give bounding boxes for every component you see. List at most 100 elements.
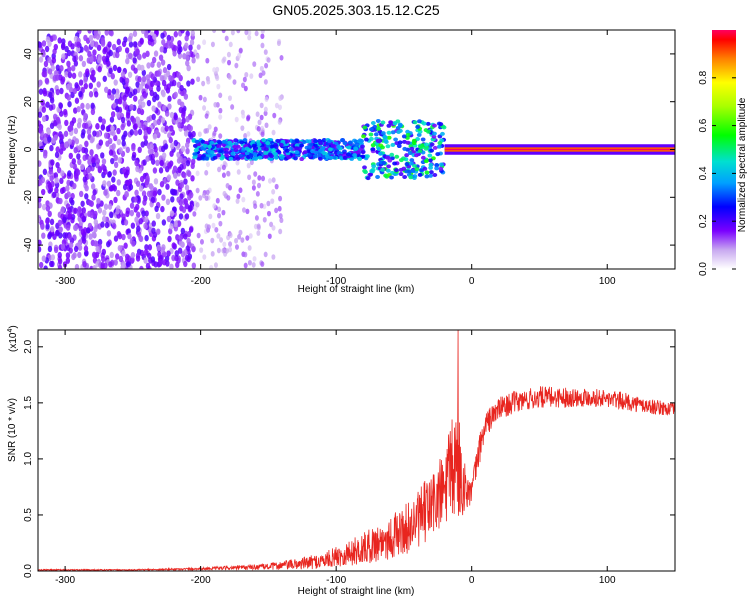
spectrogram-speckle xyxy=(116,111,121,118)
spectrogram-speckle xyxy=(71,65,76,72)
y-tick-label: -20 xyxy=(23,190,34,205)
spectrogram-speckle xyxy=(168,228,173,235)
spectrogram-band-point xyxy=(385,155,391,160)
spectrogram-band-point xyxy=(307,153,312,158)
spectrogram-speckle xyxy=(217,166,222,173)
spectrogram-speckle xyxy=(85,68,90,75)
spectrogram-band-point xyxy=(424,170,430,175)
spectrogram-speckle xyxy=(82,154,87,162)
spectrogram-speckle xyxy=(43,265,48,269)
spectrogram-speckle xyxy=(87,50,92,58)
spectrogram-speckle xyxy=(212,67,217,73)
spectrogram-speckle xyxy=(100,221,105,228)
spectrogram-speckle xyxy=(183,125,188,132)
spectrogram-speckle xyxy=(261,175,266,182)
spectrogram-speckle xyxy=(38,179,43,186)
spectrogram-speckle xyxy=(215,197,220,204)
spectrogram-band-point xyxy=(313,150,319,155)
spectrogram-speckle xyxy=(186,230,192,238)
spectrogram-speckle xyxy=(209,264,214,269)
spectrogram-speckle xyxy=(206,161,211,168)
spectrogram-speckle xyxy=(156,244,161,251)
spectrogram-band-point xyxy=(209,150,215,155)
spectrogram-speckle xyxy=(48,168,54,175)
spectrogram-band-point xyxy=(294,150,300,155)
spectrogram-speckle xyxy=(184,254,190,262)
spectrogram-speckle xyxy=(103,189,108,196)
spectrogram-speckle xyxy=(92,49,97,56)
spectrogram-speckle xyxy=(185,116,190,123)
spectrogram-speckle xyxy=(63,130,69,137)
spectrogram-speckle xyxy=(116,138,122,146)
spectrogram-band-point xyxy=(392,161,397,166)
spectrogram-band-point xyxy=(284,148,290,153)
spectrogram-speckle xyxy=(169,223,174,230)
spectrogram-speckle xyxy=(216,247,221,254)
spectrogram-speckle xyxy=(173,31,178,38)
spectrogram-speckle xyxy=(195,170,200,177)
spectrogram-band-point xyxy=(420,155,426,160)
spectrogram-speckle xyxy=(74,263,80,269)
spectrogram-image xyxy=(38,30,675,269)
spectrogram-band-point xyxy=(238,153,244,158)
spectrogram-speckle xyxy=(60,170,65,177)
spectrogram-speckle xyxy=(117,156,122,164)
spectrogram-band-point xyxy=(192,155,198,160)
spectrogram-speckle xyxy=(221,209,226,216)
spectrogram-speckle xyxy=(83,245,89,252)
spectrogram-speckle xyxy=(102,209,107,216)
spectrogram-speckle xyxy=(236,30,241,34)
spectrogram-speckle xyxy=(76,122,82,129)
spectrogram-speckle xyxy=(133,196,138,203)
spectrogram-band-point xyxy=(306,139,312,144)
spectrogram-band-point xyxy=(369,169,375,174)
spectrogram-speckle xyxy=(73,245,79,253)
spectrogram-speckle xyxy=(106,241,111,248)
spectrogram-band-point xyxy=(194,139,200,144)
spectrogram-speckle xyxy=(166,63,172,71)
spectrogram-speckle xyxy=(83,76,88,84)
spectrogram-band-point xyxy=(385,168,391,173)
spectrogram-speckle xyxy=(244,71,249,78)
spectrogram-speckle xyxy=(97,66,102,73)
spectrogram-speckle xyxy=(137,128,143,136)
spectrogram-speckle xyxy=(278,95,283,101)
spectrogram-speckle xyxy=(111,88,117,95)
spectrogram-speckle xyxy=(269,221,274,228)
spectrogram-speckle xyxy=(169,150,174,157)
spectrogram-speckle xyxy=(224,35,229,42)
spectrogram-speckle xyxy=(243,133,248,139)
spectrogram-speckle xyxy=(251,262,256,268)
spectrogram-speckle xyxy=(72,182,77,190)
spectrogram-speckle xyxy=(118,255,124,263)
spectrogram-speckle xyxy=(278,213,283,219)
spectrogram-speckle xyxy=(81,207,86,214)
spectrogram-band-point xyxy=(380,167,386,172)
spectrogram-speckle xyxy=(171,254,176,262)
spectrogram-speckle xyxy=(121,250,126,257)
spectrogram-speckle xyxy=(277,119,282,125)
spectrogram-speckle xyxy=(54,151,60,159)
spectrogram-speckle xyxy=(243,85,248,92)
spectrogram-speckle xyxy=(38,41,42,48)
spectrogram-speckle xyxy=(218,92,223,99)
spectrogram-band-point xyxy=(204,156,209,161)
spectrogram-speckle xyxy=(255,111,260,117)
spectrogram-speckle xyxy=(87,30,92,34)
spectrogram-speckle xyxy=(159,46,164,53)
spectrogram-speckle xyxy=(141,210,146,217)
spectrogram-speckle xyxy=(80,229,86,236)
spectrogram-speckle xyxy=(183,249,188,256)
spectrogram-speckle xyxy=(89,55,94,63)
spectrogram-speckle xyxy=(245,235,250,241)
spectrogram-speckle xyxy=(251,179,256,186)
spectrogram-speckle xyxy=(188,125,193,132)
spectrogram-speckle xyxy=(144,234,149,242)
spectrogram-speckle xyxy=(121,213,126,220)
spectrogram-speckle xyxy=(139,175,145,183)
spectrogram-speckle xyxy=(157,101,162,108)
spectrogram-speckle xyxy=(44,77,50,84)
spectrogram-speckle xyxy=(190,78,195,85)
spectrogram-speckle xyxy=(83,34,88,42)
spectrogram-band-point xyxy=(408,175,414,180)
